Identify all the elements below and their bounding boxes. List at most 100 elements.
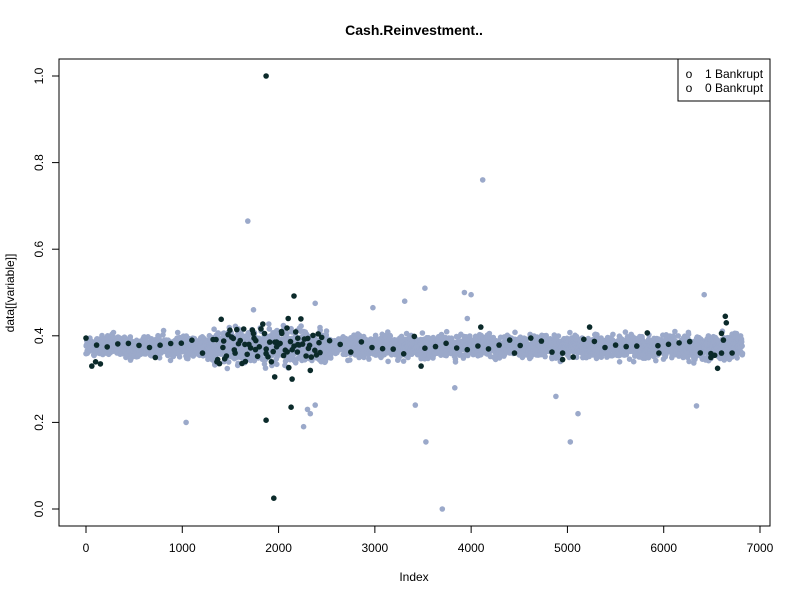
data-point-1-bankrupt: [125, 340, 132, 347]
data-point-1-bankrupt: [720, 337, 727, 343]
data-point-1-bankrupt: [97, 361, 104, 367]
data-point-1-bankrupt: [723, 320, 730, 326]
data-point-1-bankrupt: [247, 345, 254, 351]
data-point-1-bankrupt: [223, 353, 230, 359]
data-point-0-bankrupt: [693, 403, 700, 409]
data-point-0-bankrupt: [467, 333, 473, 339]
data-point-1-bankrupt: [237, 337, 243, 344]
data-point-1-bankrupt: [718, 350, 725, 356]
data-point-0-bankrupt: [630, 358, 637, 365]
data-point-0-bankrupt: [461, 289, 468, 296]
y-axis: 0.0 0.2 0.4 0.6 0.8 1.0: [32, 67, 60, 517]
x-tick-label: 0: [83, 541, 90, 555]
data-point-1-bankrupt: [260, 321, 266, 327]
data-point-1-bankrupt: [379, 345, 386, 352]
data-point-1-bankrupt: [475, 343, 481, 349]
y-axis-label: data[[variable]]: [3, 254, 17, 333]
data-point-1-bankrupt: [295, 335, 301, 342]
data-point-1-bankrupt: [612, 342, 619, 348]
data-point-0-bankrupt: [412, 402, 419, 408]
data-point-0-bankrupt: [167, 357, 174, 364]
data-point-1-bankrupt: [92, 359, 99, 365]
data-point-1-bankrupt: [485, 346, 492, 352]
data-point-1-bankrupt: [258, 326, 264, 332]
data-point-1-bankrupt: [549, 349, 555, 355]
data-point-0-bankrupt: [385, 358, 391, 365]
data-point-0-bankrupt: [174, 329, 181, 336]
data-point-1-bankrupt: [152, 354, 159, 361]
data-point-1-bankrupt: [286, 364, 292, 371]
data-point-1-bankrupt: [400, 351, 407, 357]
data-point-1-bankrupt: [284, 349, 291, 355]
legend-label-0-bankrupt: 0 Bankrupt: [705, 81, 764, 95]
data-point-1-bankrupt: [104, 344, 110, 350]
data-point-1-bankrupt: [538, 338, 545, 344]
data-point-1-bankrupt: [263, 350, 269, 357]
data-point-1-bankrupt: [234, 326, 240, 333]
data-point-1-bankrupt: [115, 341, 121, 347]
data-point-0-bankrupt: [312, 402, 319, 408]
data-point-0-bankrupt: [110, 329, 117, 336]
data-point-1-bankrupt: [348, 349, 354, 355]
data-point-1-bankrupt: [711, 352, 718, 359]
data-point-0-bankrupt: [225, 359, 232, 365]
data-point-0-bankrupt: [734, 355, 740, 361]
data-point-1-bankrupt: [602, 344, 608, 351]
data-point-0-bankrupt: [686, 358, 692, 365]
data-point-0-bankrupt: [585, 335, 591, 342]
data-point-0-bankrupt: [567, 439, 574, 445]
data-point-0-bankrupt: [398, 333, 405, 340]
data-point-0-bankrupt: [672, 328, 678, 335]
data-point-1-bankrupt: [263, 73, 269, 79]
data-point-1-bankrupt: [263, 417, 269, 424]
data-point-1-bankrupt: [316, 339, 322, 346]
data-point-1-bankrupt: [278, 328, 285, 335]
data-point-1-bankrupt: [369, 344, 375, 351]
data-point-0-bankrupt: [347, 357, 353, 363]
data-point-1-bankrupt: [83, 335, 89, 341]
data-point-0-bankrupt: [653, 357, 659, 364]
data-point-1-bankrupt: [266, 339, 273, 345]
data-point-1-bankrupt: [528, 335, 534, 341]
data-point-0-bankrupt: [566, 354, 572, 361]
data-point-1-bankrupt: [261, 330, 268, 337]
data-point-1-bankrupt: [146, 344, 153, 351]
data-point-0-bankrupt: [366, 356, 372, 362]
data-point-1-bankrupt: [315, 331, 322, 337]
data-point-0-bankrupt: [479, 177, 486, 183]
data-point-0-bankrupt: [439, 506, 446, 512]
data-point-0-bankrupt: [156, 355, 163, 361]
data-point-0-bankrupt: [250, 307, 257, 313]
y-tick-label: 0.4: [32, 327, 46, 344]
data-point-0-bankrupt: [262, 365, 269, 371]
legend-symbol-0: o: [686, 81, 693, 95]
plot-frame: [58, 58, 771, 527]
data-point-1-bankrupt: [729, 350, 735, 356]
data-point-0-bankrupt: [701, 291, 707, 298]
data-point-0-bankrupt: [512, 329, 518, 336]
data-point-1-bankrupt: [464, 346, 471, 353]
data-point-1-bankrupt: [312, 347, 318, 354]
data-point-0-bankrupt: [553, 393, 559, 400]
data-point-0-bankrupt: [245, 218, 251, 224]
x-axis-label: Index: [399, 570, 428, 584]
data-point-1-bankrupt: [591, 338, 598, 345]
data-point-1-bankrupt: [254, 353, 261, 360]
data-point-0-bankrupt: [387, 333, 394, 339]
data-point-1-bankrupt: [220, 338, 227, 344]
data-point-1-bankrupt: [231, 347, 238, 353]
legend: o 1 Bankrupt o 0 Bankrupt: [677, 58, 771, 102]
data-point-1-bankrupt: [280, 352, 287, 359]
data-point-1-bankrupt: [271, 374, 278, 380]
data-point-1-bankrupt: [422, 345, 428, 352]
data-point-0-bankrupt: [266, 321, 272, 327]
x-tick-label: 3000: [362, 541, 389, 555]
data-point-0-bankrupt: [523, 336, 530, 343]
data-point-1-bankrupt: [586, 324, 593, 330]
data-point-1-bankrupt: [478, 324, 484, 330]
data-point-0-bankrupt: [328, 355, 334, 361]
x-tick-label: 1000: [169, 541, 196, 555]
data-point-1-bankrupt: [644, 330, 651, 336]
data-point-1-bankrupt: [308, 354, 315, 360]
x-tick-label: 6000: [650, 541, 677, 555]
